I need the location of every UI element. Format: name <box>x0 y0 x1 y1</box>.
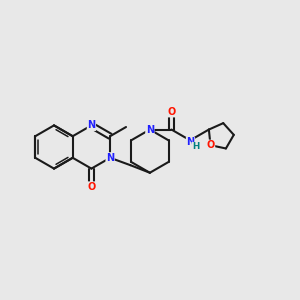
Text: N: N <box>186 137 194 147</box>
Text: N: N <box>146 124 154 134</box>
Text: O: O <box>167 107 175 117</box>
Text: O: O <box>206 140 214 150</box>
Text: N: N <box>87 120 95 130</box>
Text: N: N <box>106 153 114 163</box>
Text: O: O <box>87 182 95 192</box>
Text: H: H <box>192 142 199 152</box>
